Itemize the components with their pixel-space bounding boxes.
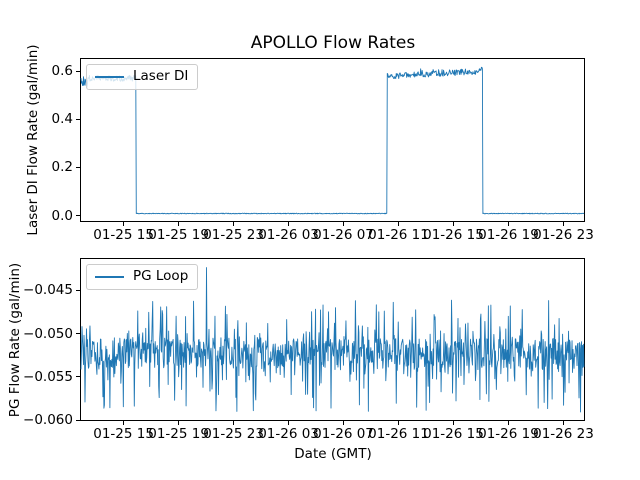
x-tick-label: 01-26 07 xyxy=(313,227,374,243)
x-tick-mark xyxy=(452,421,454,425)
x-tick-mark xyxy=(233,222,235,226)
x-tick-mark xyxy=(452,222,454,226)
x-tick-label: 01-25 23 xyxy=(203,426,264,442)
y-tick-label: 0.6 xyxy=(51,63,73,80)
pg-loop-legend: PG Loop xyxy=(86,264,199,290)
x-tick-label: 01-26 07 xyxy=(313,426,374,442)
y-tick-label: 0.0 xyxy=(51,207,73,224)
x-tick-mark xyxy=(178,222,180,226)
x-tick-mark xyxy=(288,222,290,226)
x-tick-label: 01-26 11 xyxy=(368,227,429,243)
laser-di-y-axis-label: Laser DI Flow Rate (gal/min) xyxy=(25,44,41,236)
x-tick-label: 01-25 15 xyxy=(93,426,154,442)
y-tick-label: −0.055 xyxy=(23,368,73,385)
x-tick-label: 01-25 19 xyxy=(148,227,209,243)
pg-loop-series-line xyxy=(80,267,585,413)
x-tick-label: 01-26 15 xyxy=(423,426,484,442)
laser-di-legend-line-icon xyxy=(95,75,124,78)
y-tick-label: −0.050 xyxy=(23,325,73,342)
x-tick-label: 01-26 23 xyxy=(533,426,594,442)
x-tick-mark xyxy=(178,421,180,425)
pg-loop-legend-label: PG Loop xyxy=(133,268,189,284)
pg-y-axis-label: PG Flow Rate (gal/min) xyxy=(7,262,23,418)
x-tick-label: 01-26 03 xyxy=(258,227,319,243)
x-tick-mark xyxy=(507,421,509,425)
x-tick-label: 01-26 19 xyxy=(478,227,539,243)
x-tick-label: 01-26 19 xyxy=(478,426,539,442)
pg-loop-plot-area: 01-25 15 01-25 19 01-25 23 01-26 03 01-26 07… xyxy=(23,258,594,442)
y-tick-mark xyxy=(76,419,80,421)
x-tick-label: 01-26 23 xyxy=(533,227,594,243)
x-tick-mark xyxy=(398,222,399,226)
figure-title: APOLLO Flow Rates xyxy=(250,33,416,53)
pg-loop-legend-line-icon xyxy=(95,275,124,278)
x-tick-mark xyxy=(343,222,345,226)
x-tick-label: 01-25 15 xyxy=(93,227,154,243)
y-tick-label: 0.2 xyxy=(51,159,73,176)
x-tick-mark xyxy=(562,421,564,425)
laser-di-plot-area: 01-25 15 01-25 19 01-25 23 01-26 03 01-26 07… xyxy=(52,58,594,243)
x-tick-label: 01-26 11 xyxy=(368,426,429,442)
x-tick-label: 01-26 03 xyxy=(258,426,319,442)
x-tick-label: 01-25 19 xyxy=(148,426,209,442)
date-x-axis-label: Date (GMT) xyxy=(294,446,372,462)
x-tick-mark xyxy=(123,421,125,425)
y-tick-mark xyxy=(76,376,80,378)
y-tick-label: −0.045 xyxy=(23,282,73,299)
y-tick-label: −0.060 xyxy=(23,412,73,429)
y-tick-mark xyxy=(76,215,80,217)
y-tick-mark xyxy=(76,289,80,291)
x-tick-label: 01-25 23 xyxy=(203,227,264,243)
x-tick-mark xyxy=(233,421,235,425)
laser-di-legend: Laser DI xyxy=(86,64,199,90)
y-tick-label: 0.4 xyxy=(51,111,73,128)
y-tick-mark xyxy=(76,70,80,72)
x-tick-mark xyxy=(507,222,509,226)
laser-di-legend-label: Laser DI xyxy=(133,68,189,84)
x-tick-mark xyxy=(343,421,345,425)
y-tick-mark xyxy=(76,118,80,120)
y-tick-mark xyxy=(76,333,80,335)
laser-di-series-line xyxy=(80,66,585,215)
x-tick-mark xyxy=(398,421,399,425)
x-tick-mark xyxy=(288,421,290,425)
y-tick-mark xyxy=(76,166,80,168)
x-tick-mark xyxy=(562,222,564,226)
x-tick-mark xyxy=(123,222,125,226)
x-tick-label: 01-26 15 xyxy=(423,227,484,243)
